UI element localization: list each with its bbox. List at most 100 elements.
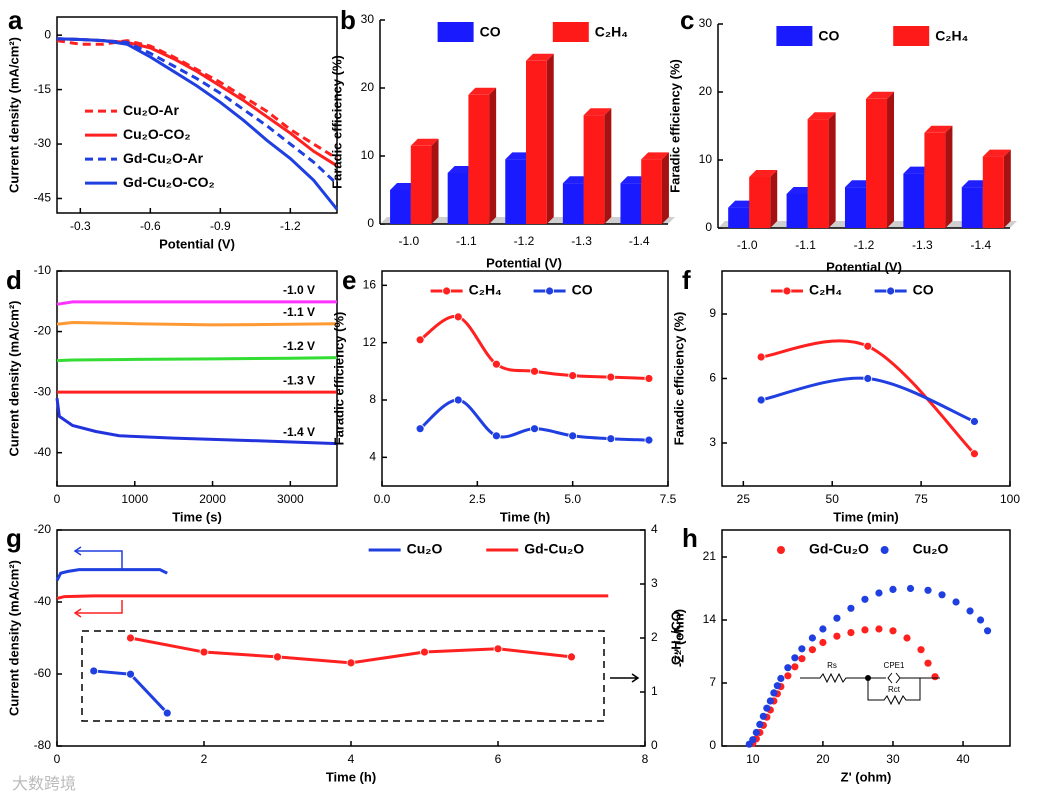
x-tick-label: 2	[201, 752, 208, 766]
x-tick-label: 5.0	[564, 492, 581, 506]
marker	[420, 647, 429, 657]
bar-side	[828, 112, 836, 228]
point	[903, 634, 911, 642]
panel-label: e	[342, 265, 356, 295]
x-axis-title: Potential (V)	[159, 236, 235, 251]
bar-top	[844, 180, 873, 188]
y-tick-label: 0	[705, 220, 712, 234]
marker	[415, 335, 425, 345]
point	[875, 589, 883, 597]
point	[833, 614, 841, 622]
point	[773, 682, 781, 690]
x-tick-label: -1.1	[795, 238, 816, 252]
y-axis-title: Faradic efficiency (%)	[329, 55, 344, 189]
legend-label: C₂H₄	[809, 282, 842, 298]
legend-swatch	[776, 26, 813, 46]
line	[56, 37, 339, 211]
y-tick-label: -40	[34, 594, 52, 608]
series-label: -1.2 V	[283, 339, 315, 353]
point	[808, 634, 816, 642]
plot-frame	[721, 270, 1011, 487]
bar	[641, 159, 662, 224]
point	[917, 646, 925, 654]
bar-side	[1003, 149, 1011, 228]
bar-top	[583, 108, 612, 116]
bar-top	[526, 53, 554, 61]
legend-label: CO	[572, 282, 593, 298]
x-tick-label: -0.9	[210, 219, 231, 233]
legend-swatch	[893, 26, 930, 46]
arrow	[610, 673, 640, 683]
point	[924, 586, 932, 594]
point	[976, 616, 985, 624]
point	[808, 646, 816, 654]
marker	[644, 374, 654, 383]
point	[749, 736, 757, 744]
point	[784, 672, 792, 680]
point	[770, 689, 778, 697]
y-tick-label: 0	[709, 738, 716, 752]
marker	[567, 652, 576, 662]
series-label: -1.3 V	[283, 373, 315, 387]
bar	[807, 119, 829, 228]
y-tick-label: 10	[699, 152, 713, 166]
bar-side	[604, 108, 612, 224]
y-tick-label: 6	[709, 371, 716, 385]
x-tick-label: -1.2	[514, 234, 535, 248]
marker	[568, 431, 578, 441]
x-tick-label: 75	[914, 492, 928, 506]
y-tick-label: -20	[34, 324, 52, 338]
legend-label: Gd-Cu₂O-CO₂	[123, 174, 215, 190]
x-tick-label: 7.5	[660, 492, 677, 506]
point	[759, 712, 767, 720]
marker	[970, 417, 979, 426]
y-tick-label: 3	[709, 435, 716, 449]
point	[861, 626, 869, 634]
y-tick-label: 16	[363, 278, 377, 292]
y2-tick-label: 4	[651, 522, 658, 536]
legend-label: Gd-Cu₂O-Ar	[123, 150, 204, 166]
panel-label: h	[682, 523, 698, 553]
line	[56, 37, 338, 168]
marker	[863, 341, 873, 351]
bar	[390, 190, 411, 224]
x-tick-label: 3000	[277, 492, 304, 506]
point	[763, 704, 771, 712]
marker	[162, 708, 172, 718]
bar-side	[431, 138, 439, 224]
y-tick-label: -80	[34, 738, 52, 752]
marker	[199, 647, 209, 657]
panel-label: a	[8, 5, 23, 35]
line	[419, 398, 649, 442]
y-axis-title: Faradic efficiency (%)	[667, 59, 682, 193]
point	[798, 655, 806, 663]
inset-label: Rs	[827, 661, 837, 670]
marker	[126, 633, 135, 643]
x-axis-title: Time (s)	[172, 509, 222, 524]
y-tick-label: -20	[34, 522, 52, 536]
x-axis-title: Potential (V)	[486, 255, 562, 270]
x-tick-label: 100	[1000, 492, 1020, 506]
series-label: -1.1 V	[283, 305, 315, 319]
x-axis-title: Time (min)	[833, 509, 899, 524]
legend-swatch	[552, 22, 589, 42]
point	[819, 625, 827, 633]
bar-side	[770, 170, 778, 228]
point	[924, 659, 932, 667]
x-tick-label: 8	[642, 752, 649, 766]
point	[889, 585, 897, 594]
panel-label: d	[6, 265, 22, 295]
bar	[786, 194, 808, 228]
x-tick-label: 2000	[199, 492, 226, 506]
watermark: 大数跨境	[12, 774, 76, 793]
point	[819, 638, 827, 647]
legend-label: CO	[818, 28, 839, 44]
bar-top	[982, 149, 1011, 157]
point	[791, 663, 799, 671]
line	[55, 397, 338, 446]
point	[983, 627, 992, 635]
y-tick-label: 4	[369, 450, 376, 464]
marker	[970, 449, 979, 459]
y-axis-title: Faradic efficiency (%)	[671, 312, 686, 446]
legend-label: CO	[480, 24, 501, 40]
